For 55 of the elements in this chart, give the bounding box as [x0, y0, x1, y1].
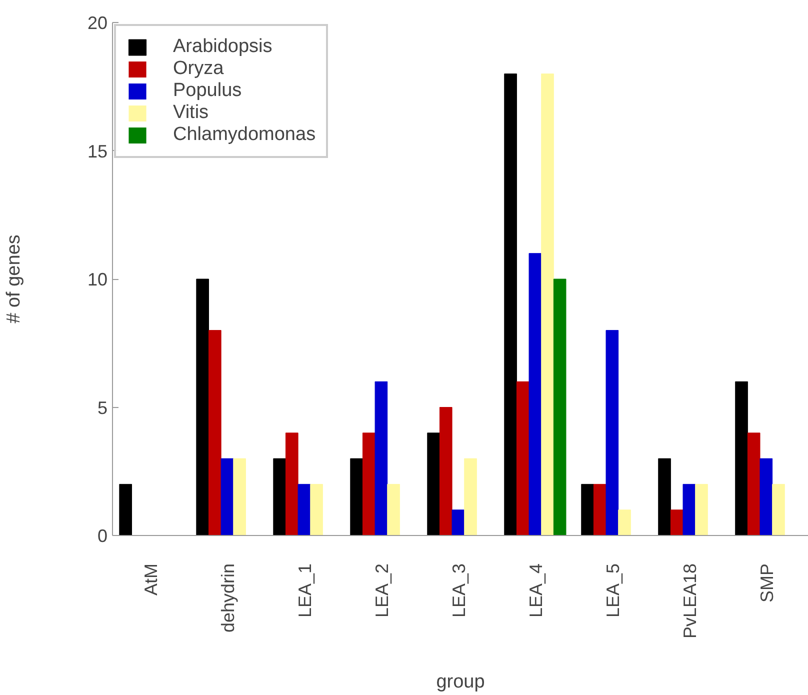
bar [387, 484, 400, 536]
bar [695, 484, 708, 536]
y-tick-label: 0 [97, 526, 108, 546]
y-tick-label: 5 [97, 398, 108, 418]
bar [747, 432, 760, 536]
bar [119, 484, 132, 536]
bar [452, 510, 465, 536]
bar [350, 458, 363, 536]
bar [273, 458, 286, 536]
bar [760, 458, 773, 536]
bar [196, 278, 209, 536]
bar [374, 381, 388, 536]
bar [658, 458, 671, 536]
bar [233, 458, 246, 536]
x-tick-label: LEA_2 [372, 563, 392, 618]
y-tick-label: 10 [87, 270, 108, 290]
bar [208, 330, 222, 536]
bar [464, 458, 477, 536]
bar [593, 484, 606, 536]
bar [504, 74, 517, 536]
y-tick-label: 20 [87, 13, 108, 33]
bar [516, 381, 530, 536]
y-axis-title: # of genes [3, 234, 24, 324]
bar [310, 484, 323, 536]
bar [606, 330, 619, 536]
bar [618, 510, 631, 536]
x-tick-label: PvLEA18 [680, 563, 700, 639]
bar [772, 484, 785, 536]
legend-label: Populus [173, 80, 242, 102]
bar [362, 432, 376, 536]
legend-label: Vitis [173, 102, 209, 124]
x-axis-title: group [436, 672, 485, 693]
bar [553, 278, 566, 536]
bar [220, 458, 234, 536]
x-tick-label: LEA_1 [294, 563, 315, 618]
bar [439, 407, 452, 536]
x-tick-label: AtM [140, 563, 161, 596]
y-tick-label: 15 [87, 141, 108, 162]
bar [298, 484, 311, 536]
bar [735, 381, 748, 536]
bar [670, 510, 684, 536]
legend-label: Arabidopsis [173, 36, 272, 58]
legend-label: Chlamydomonas [173, 124, 316, 146]
bar [682, 484, 696, 536]
legend-label: Oryza [173, 58, 224, 80]
x-tick-label: LEA_3 [448, 563, 469, 618]
x-tick-label: LEA_5 [602, 563, 623, 618]
x-tick-label: dehydrin [218, 564, 238, 633]
bar [541, 74, 554, 536]
bar [581, 484, 594, 536]
bar [427, 432, 440, 536]
x-tick-label: SMP [756, 563, 777, 603]
x-tick-label: LEA_4 [526, 563, 546, 618]
bar [285, 432, 298, 536]
bar [528, 253, 542, 536]
